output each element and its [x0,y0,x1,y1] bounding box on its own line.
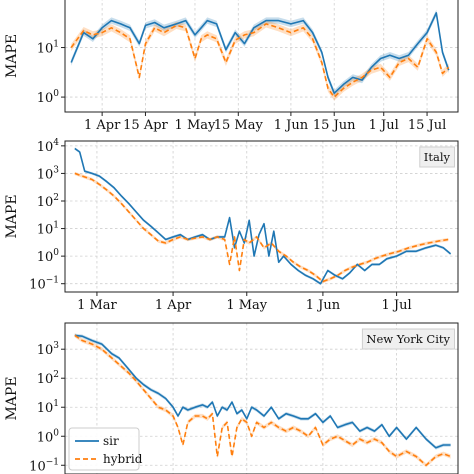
x-tick-label: 15 Apr [123,118,168,133]
legend-label-hybrid: hybrid [103,452,143,466]
series-band-sir [71,9,449,97]
y-tick-label: 104 [37,138,60,155]
x-tick-label: 15 May [214,118,264,133]
panel-label: Italy [424,150,451,164]
y-tick-label: 102 [37,370,59,387]
plot-area [70,9,450,101]
y-axis-label: MAPE [4,376,20,420]
panel-2: 10−1 100 101 102 103 104 1 Mar 1 Apr 1 May 1 Jun 1… [4,138,459,313]
x-tick-label: 1 Apr [84,118,121,133]
x-tick-label: 1 Mar [77,298,117,313]
y-axis-label: MAPE [4,34,20,78]
series-band-hybrid [74,333,451,468]
y-axis-label: MAPE [4,194,20,238]
legend: sir hybrid [68,427,143,471]
y-tick-label: 103 [37,165,60,182]
series-line-hybrid [70,23,450,98]
y-tick-label: 10−1 [29,457,59,474]
plot-area [74,147,452,286]
y-tick-label: 10−1 [29,276,59,293]
y-tick-label: 100 [37,89,60,106]
y-tick-label: 101 [37,40,59,57]
plot-area [74,333,451,468]
x-tick-label: 15 Jul [408,118,446,133]
x-tick-label: 1 May [175,118,216,133]
series-line-sir [74,147,452,285]
series-line-hybrid [74,334,451,467]
series-line-sir [74,334,451,449]
x-tick-label: 1 Apr [155,298,192,313]
axes-frame [64,322,459,474]
panel-label-box [361,328,455,350]
x-tick-label: 1 Jul [369,118,399,133]
y-tick-label: 100 [37,428,60,445]
y-tick-label: 103 [37,341,60,358]
x-tick-label: 1 May [226,298,267,313]
y-tick-label: 100 [37,248,60,265]
legend-label-sir: sir [103,434,119,448]
y-tick-label: 101 [37,221,59,238]
axes-frame [64,0,459,113]
series-line-hybrid [74,172,449,283]
x-tick-label: 1 Jul [382,298,412,313]
panel-label-box [419,146,455,168]
series-line-sir [70,12,450,94]
series-band-hybrid [71,20,449,101]
y-tick-label: 102 [37,193,59,210]
x-tick-label: 1 Jun [306,298,341,313]
x-tick-label: 1 Jun [274,118,309,133]
panel-3: 10−1 100 101 102 103 MAPE New York City sir hybr… [4,322,459,474]
axes-frame [64,140,459,293]
y-tick-label: 101 [37,399,59,416]
x-tick-label: 15 Jun [313,118,356,133]
panel-label: New York City [366,332,450,346]
